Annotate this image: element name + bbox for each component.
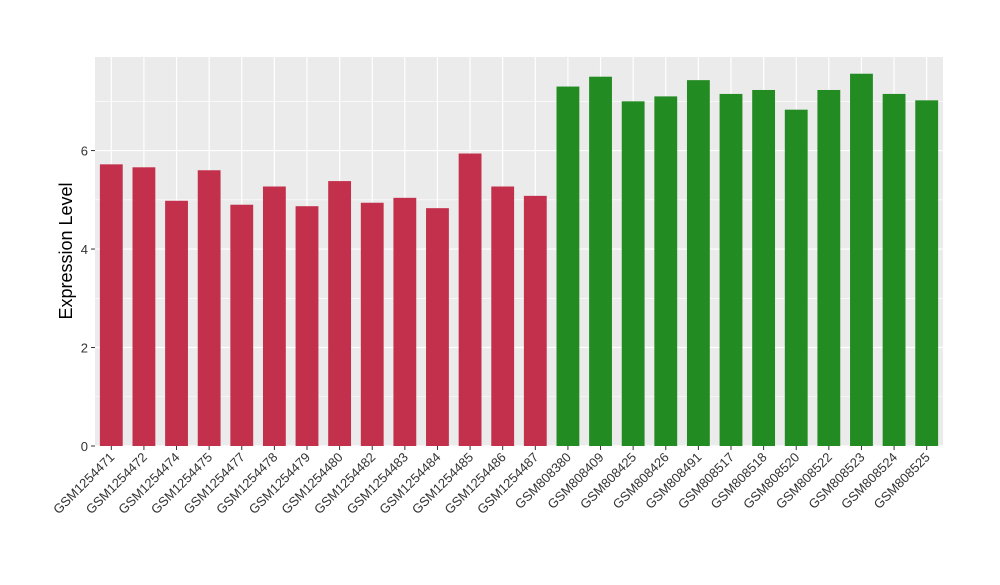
bar (458, 153, 482, 446)
bar (752, 89, 776, 446)
bar (426, 208, 449, 446)
bar (654, 96, 678, 447)
bar (491, 186, 515, 446)
bar (556, 86, 580, 446)
bar (817, 89, 841, 446)
bar (360, 202, 384, 446)
bar (686, 80, 710, 446)
bar (719, 93, 743, 446)
bars (99, 73, 939, 447)
y-tick-label: 4 (81, 242, 88, 257)
bar (784, 109, 808, 446)
bar (589, 76, 612, 447)
bar (165, 200, 188, 446)
x-axis: GSM1254471GSM1254472GSM1254474GSM1254475… (50, 446, 933, 517)
bar (132, 167, 156, 446)
y-tick-label: 2 (81, 341, 88, 356)
bar (393, 197, 417, 446)
bar (197, 170, 221, 446)
bar (915, 100, 939, 447)
bar (328, 181, 352, 447)
bar (882, 93, 906, 446)
plot-panel (95, 57, 943, 446)
bar (295, 206, 319, 446)
bar (230, 204, 254, 446)
bar (850, 73, 873, 447)
y-tick-label: 6 (81, 144, 88, 159)
bar (262, 186, 286, 446)
y-axis-label: Expression Level (56, 182, 76, 319)
y-axis: 0 2 4 6 (81, 144, 95, 454)
y-tick-label: 0 (81, 439, 88, 454)
bar (99, 164, 123, 446)
bar (621, 101, 645, 446)
bar (523, 195, 547, 446)
